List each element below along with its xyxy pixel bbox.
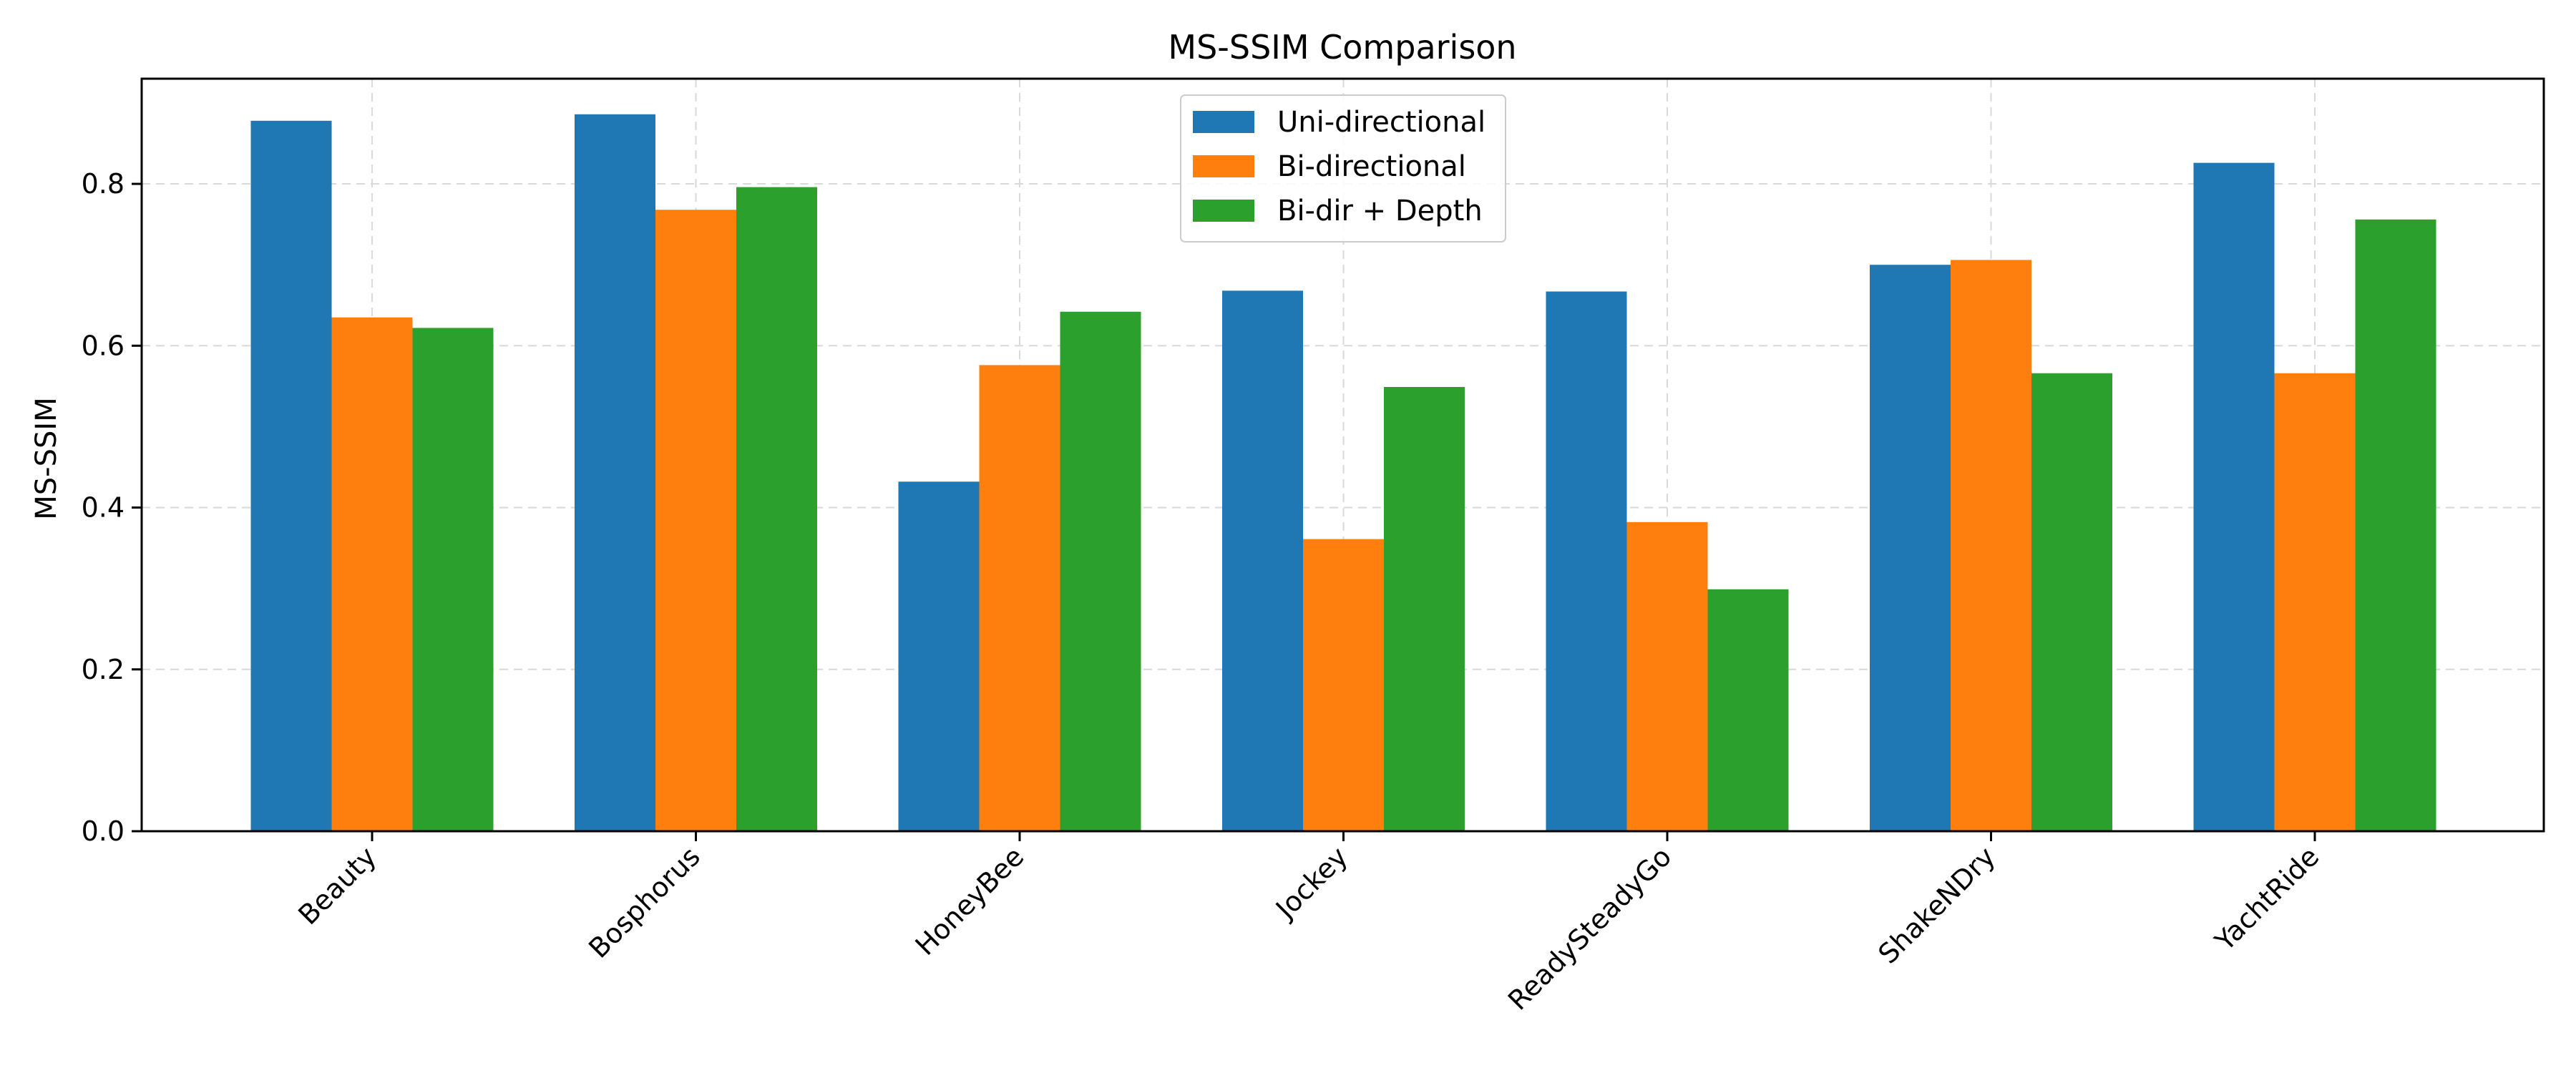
bar-readysteadygo-0 <box>1546 291 1627 831</box>
bar-shakendry-1 <box>1951 260 2031 831</box>
legend-label: Uni-directional <box>1277 106 1485 139</box>
bar-beauty-0 <box>250 120 332 831</box>
legend-box <box>1180 94 1506 242</box>
bar-bosphorus-1 <box>655 210 736 832</box>
bar-jockey-0 <box>1222 290 1303 832</box>
legend-swatch <box>1193 155 1254 177</box>
bar-yachtride-2 <box>2355 219 2436 831</box>
y-tick-label: 0.2 <box>82 654 125 685</box>
legend-swatch <box>1193 111 1254 133</box>
x-tick-label: Beauty <box>292 841 382 931</box>
bar-bosphorus-2 <box>736 187 817 831</box>
x-tick-label: Jockey <box>1269 841 1354 926</box>
bar-shakendry-2 <box>2031 373 2112 831</box>
bar-honeybee-1 <box>979 365 1060 831</box>
x-tick-label: Bosphorus <box>582 841 706 964</box>
x-tick-label: ShakeNDry <box>1872 841 2001 970</box>
bar-readysteadygo-2 <box>1707 589 1789 831</box>
bar-beauty-2 <box>412 328 494 831</box>
bar-shakendry-0 <box>1870 265 1951 831</box>
bar-beauty-1 <box>331 317 413 831</box>
y-axis-label: MS-SSIM <box>30 397 63 519</box>
bar-honeybee-2 <box>1060 311 1141 831</box>
bar-jockey-1 <box>1303 539 1384 831</box>
y-tick-label: 0.8 <box>82 168 125 200</box>
legend-label: Bi-dir + Depth <box>1277 195 1483 227</box>
legend: Uni-directional Bi-directional Bi-dir + De… <box>1180 94 1506 242</box>
x-tick-label: HoneyBee <box>909 841 1030 961</box>
x-tick-label: YachtRide <box>2208 841 2325 957</box>
bars <box>250 114 2436 832</box>
x-tick-label: ReadySteadyGo <box>1502 841 1677 1016</box>
bar-yachtride-0 <box>2193 162 2275 831</box>
y-tick-label: 0.0 <box>82 815 125 847</box>
y-tick-label: 0.4 <box>82 492 125 524</box>
bar-jockey-2 <box>1384 386 1465 831</box>
legend-label: Bi-directional <box>1277 150 1466 183</box>
chart-title: MS-SSIM Comparison <box>1168 28 1516 67</box>
y-tick-label: 0.6 <box>82 330 125 361</box>
bar-yachtride-1 <box>2274 373 2356 831</box>
bar-bosphorus-0 <box>575 114 655 832</box>
bar-readysteadygo-1 <box>1626 521 1708 831</box>
bar-honeybee-0 <box>898 481 980 831</box>
legend-swatch <box>1193 200 1254 222</box>
